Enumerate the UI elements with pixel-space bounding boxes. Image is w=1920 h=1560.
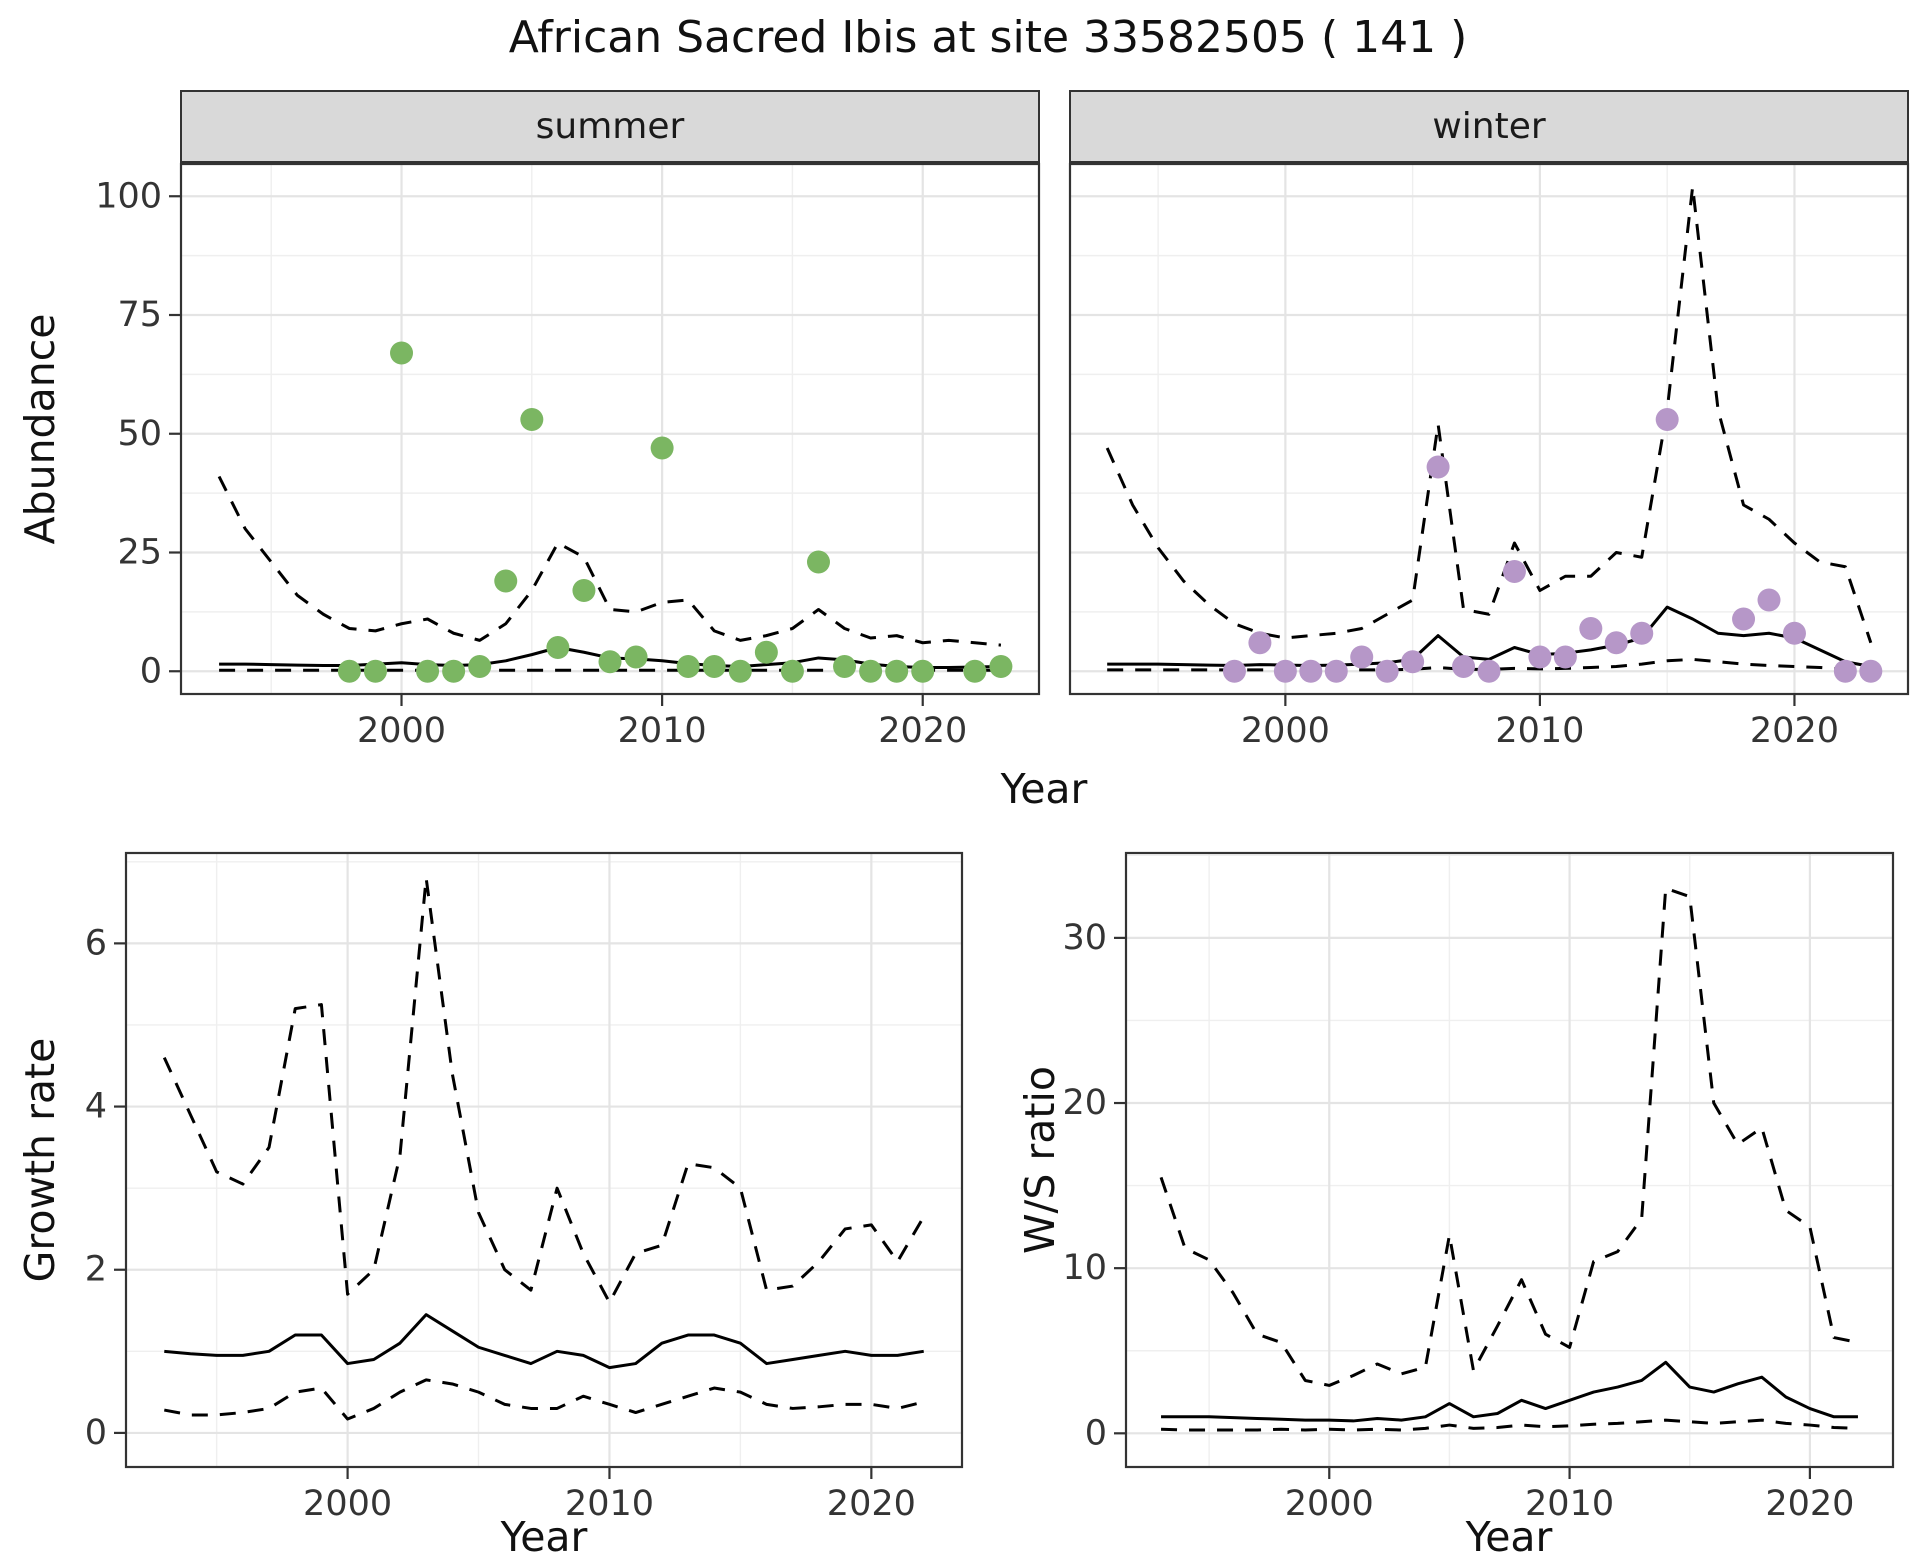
svg-text:2010: 2010 — [618, 711, 707, 751]
svg-text:30: 30 — [1062, 918, 1107, 958]
svg-text:2000: 2000 — [357, 711, 446, 751]
svg-text:2020: 2020 — [1765, 1484, 1854, 1524]
ws-ratio-plot: 2000 2010 2020 0 10 20 30 — [1062, 851, 1895, 1524]
facet-label-summer: summer — [535, 106, 685, 147]
svg-text:10: 10 — [1062, 1248, 1107, 1288]
growth-rate-plot: 2000 2010 2020 0 2 4 6 — [85, 851, 964, 1524]
y-axis-title-abundance: Abundance — [16, 313, 64, 545]
svg-text:2000: 2000 — [1285, 1484, 1374, 1524]
svg-text:50: 50 — [117, 414, 162, 454]
abundance-summer-plot: 2000 2010 2020 0 25 50 75 100 — [95, 162, 1041, 751]
svg-text:25: 25 — [117, 533, 162, 573]
abundance-winter-plot: 2000 2010 2020 — [1068, 162, 1910, 751]
x-axis-title-year-ws: Year — [1465, 1513, 1553, 1560]
y-axis-title-ws-ratio: W/S ratio — [1016, 1066, 1064, 1254]
facet-strip-winter: winter — [1069, 90, 1909, 163]
svg-text:100: 100 — [95, 176, 162, 216]
facet-label-winter: winter — [1432, 106, 1546, 147]
x-axis-title-year-growth: Year — [500, 1513, 588, 1560]
svg-text:6: 6 — [85, 923, 107, 963]
svg-text:2010: 2010 — [1495, 711, 1584, 751]
svg-text:4: 4 — [85, 1087, 107, 1127]
svg-text:20: 20 — [1062, 1083, 1107, 1123]
svg-text:2020: 2020 — [1750, 711, 1839, 751]
x-axis-title-year-top: Year — [1000, 765, 1088, 813]
facet-strip-summer: summer — [180, 90, 1040, 163]
svg-text:2000: 2000 — [303, 1484, 392, 1524]
svg-text:0: 0 — [140, 651, 162, 691]
y-axis-title-growth-rate: Growth rate — [16, 1037, 64, 1283]
svg-text:2: 2 — [85, 1250, 107, 1290]
svg-text:2020: 2020 — [827, 1484, 916, 1524]
svg-text:2000: 2000 — [1241, 711, 1330, 751]
plot-title: African Sacred Ibis at site 33582505 ( 1… — [508, 12, 1468, 63]
svg-text:75: 75 — [117, 295, 162, 335]
svg-text:2010: 2010 — [1525, 1484, 1614, 1524]
svg-text:0: 0 — [85, 1413, 107, 1453]
svg-text:2020: 2020 — [878, 711, 967, 751]
svg-text:2010: 2010 — [565, 1484, 654, 1524]
svg-text:0: 0 — [1085, 1413, 1107, 1453]
